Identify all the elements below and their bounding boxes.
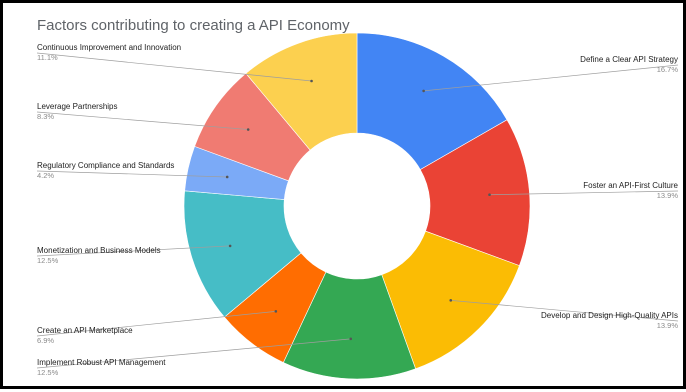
slice-label: Create an API Marketplace bbox=[37, 326, 133, 335]
slice-label: Monetization and Business Models bbox=[37, 246, 161, 255]
slice-percent: 16.7% bbox=[657, 65, 679, 74]
leader-dot bbox=[247, 128, 250, 131]
leader-dot bbox=[229, 245, 232, 248]
leader-dot bbox=[226, 176, 229, 179]
slice-percent: 6.9% bbox=[37, 336, 54, 345]
slice-percent: 11.1% bbox=[37, 53, 58, 62]
leader-dot bbox=[449, 299, 452, 302]
leader-dot bbox=[275, 310, 278, 313]
leader-dot bbox=[488, 193, 491, 196]
slice-percent: 13.9% bbox=[657, 191, 679, 200]
slice-percent: 4.2% bbox=[37, 171, 54, 180]
slice-label: Regulatory Compliance and Standards bbox=[37, 161, 174, 170]
slice-percent: 12.5% bbox=[37, 256, 59, 265]
slice-label: Continuous Improvement and Innovation bbox=[37, 43, 181, 52]
slice-label: Define a Clear API Strategy bbox=[580, 55, 678, 64]
leader-dot bbox=[422, 90, 425, 93]
slice-percent: 13.9% bbox=[657, 321, 679, 330]
leader-dot bbox=[349, 338, 352, 341]
slice-percent: 8.3% bbox=[37, 112, 54, 121]
slice-label: Develop and Design High-Quality APIs bbox=[541, 311, 678, 320]
slice-label: Foster an API-First Culture bbox=[583, 181, 678, 190]
slice-label: Leverage Partnerships bbox=[37, 102, 118, 111]
slice-label: Implement Robust API Management bbox=[37, 358, 166, 367]
slice-percent: 12.5% bbox=[37, 368, 59, 377]
leader-dot bbox=[310, 80, 313, 83]
